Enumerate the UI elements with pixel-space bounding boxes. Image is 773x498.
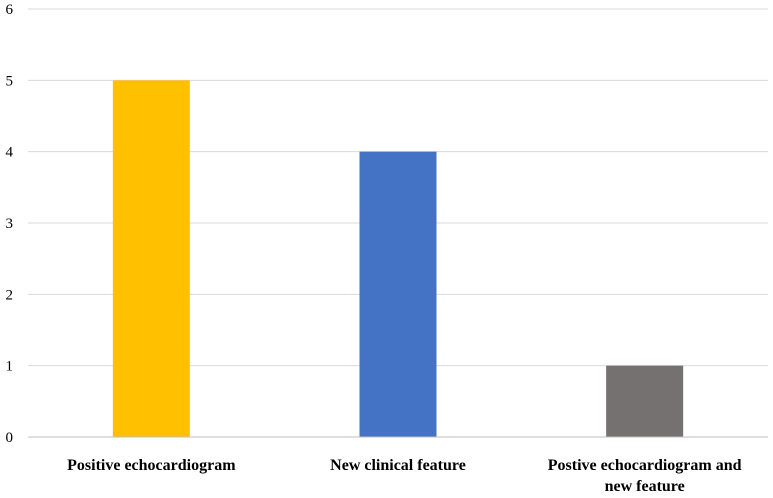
y-tick-label: 3 xyxy=(6,216,14,232)
bars xyxy=(112,80,684,437)
x-tick-label: Positive echocardiogram xyxy=(67,457,236,474)
y-tick-labels: 0 1 2 3 4 5 6 xyxy=(6,2,14,446)
y-tick-label: 5 xyxy=(6,73,14,89)
y-tick-label: 2 xyxy=(6,287,14,303)
x-tick-label-line: new feature xyxy=(605,478,685,495)
bar xyxy=(606,365,684,437)
bar xyxy=(359,151,437,437)
y-tick-label: 4 xyxy=(6,145,14,161)
y-tick-label: 1 xyxy=(6,359,14,375)
x-tick-labels: Positive echocardiogram New clinical feat… xyxy=(67,457,742,495)
x-tick-label-line: Positive echocardiogram xyxy=(67,457,236,474)
x-tick-label-line: Postive echocardiogram and xyxy=(548,457,742,474)
x-tick-label: Postive echocardiogram and new feature xyxy=(548,457,742,495)
y-tick-label: 0 xyxy=(6,430,14,446)
x-tick-label: New clinical feature xyxy=(330,457,466,474)
y-tick-label: 6 xyxy=(6,2,14,18)
x-tick-label-line: New clinical feature xyxy=(330,457,466,474)
bar xyxy=(112,80,190,437)
